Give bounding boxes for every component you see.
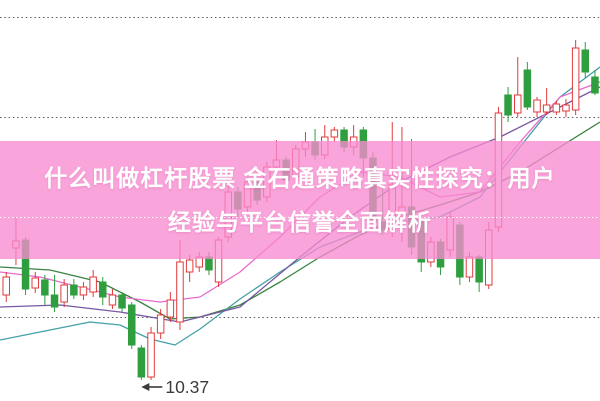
candle-up [2,272,10,302]
candle-up [31,272,39,293]
candle-up [156,309,165,339]
candle-up [514,57,522,117]
candle-up [60,279,68,307]
candle-down [128,302,136,349]
banner-title-line1: 什么叫做杠杆股票 金石通策略真实性探究：用户 [44,165,556,191]
candle-up [552,101,561,115]
candle-up [108,289,117,309]
candle-down [137,345,146,380]
candle-up [147,327,155,380]
title-banner: 什么叫做杠杆股票 金石通策略真实性探究：用户 经验与平台信誉全面解析 [0,141,600,259]
candle-down [50,275,59,312]
candle-up [166,292,175,322]
low-annotation: 10.37 [141,377,209,397]
candle-up [571,40,580,115]
candle-down [70,279,78,299]
low-annotation-label: 10.37 [165,377,209,397]
candle-up [562,99,570,117]
candle-up [89,270,97,297]
candle-down [581,42,589,78]
banner-title-line2: 经验与平台信誉全面解析 [168,209,432,235]
left-arrow-icon [141,383,150,391]
candle-up [185,255,194,282]
candle-down [504,87,512,122]
candle-down [99,277,107,305]
candle-up [330,127,339,142]
candle-down [475,255,483,292]
candle-down [118,292,126,312]
candle-up [79,282,88,300]
title-banner-background [0,141,600,259]
candle-down [41,275,49,305]
candle-down [523,62,532,110]
candle-up [533,97,541,117]
candle-down [591,70,599,95]
gridline-white-dotted [0,217,600,218]
candle-up [542,88,551,115]
